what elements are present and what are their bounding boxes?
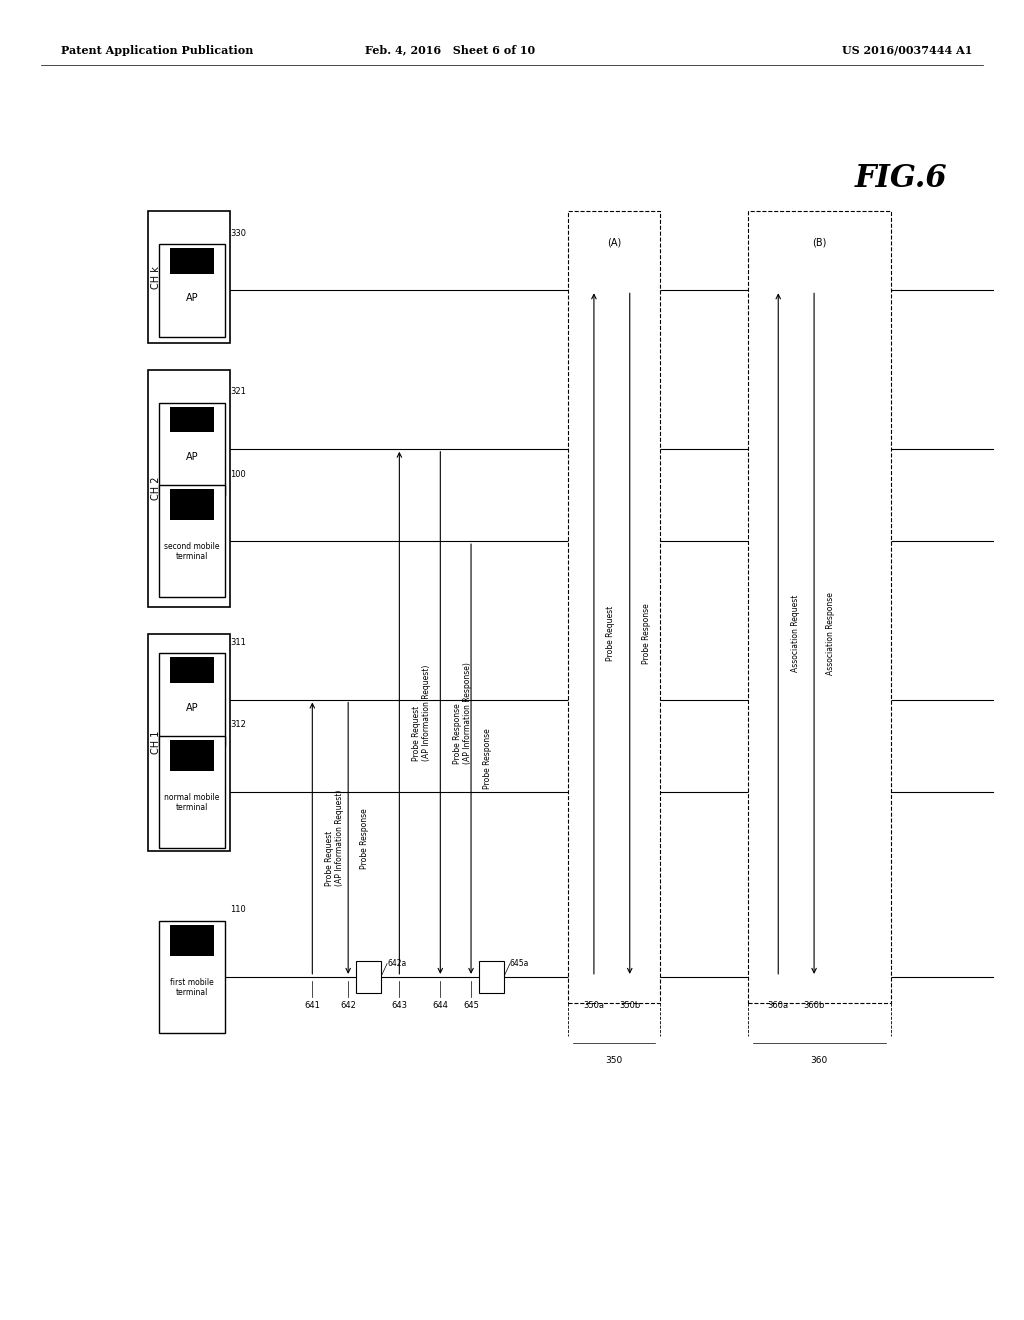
Text: Association Request: Association Request [791, 595, 800, 672]
Text: Probe Request: Probe Request [606, 606, 615, 661]
Text: FIG.6: FIG.6 [855, 162, 947, 194]
Text: 330: 330 [230, 228, 247, 238]
Text: (B): (B) [812, 238, 826, 248]
Bar [159, 403, 225, 495]
Text: 321: 321 [230, 387, 247, 396]
Text: AP: AP [185, 702, 199, 713]
Bar [479, 961, 504, 993]
Text: first mobile
terminal: first mobile terminal [170, 978, 214, 997]
Text: 645a: 645a [510, 960, 529, 968]
Bar [148, 370, 230, 607]
Text: 642: 642 [340, 1001, 356, 1010]
Text: 360: 360 [811, 1056, 827, 1065]
Text: 350b: 350b [620, 1001, 640, 1010]
Bar [170, 657, 214, 684]
Text: 643: 643 [391, 1001, 408, 1010]
Text: 311: 311 [230, 638, 247, 647]
Text: Probe Response: Probe Response [360, 808, 370, 869]
Text: AP: AP [185, 293, 199, 304]
Text: Probe Response
(AP Information Response): Probe Response (AP Information Response) [453, 661, 472, 764]
Text: 360b: 360b [804, 1001, 824, 1010]
Text: CH 1: CH 1 [151, 731, 161, 754]
Text: 644: 644 [432, 1001, 449, 1010]
Bar [159, 737, 225, 847]
Text: Probe Request
(AP Information Request): Probe Request (AP Information Request) [412, 664, 431, 762]
Text: 645: 645 [463, 1001, 479, 1010]
Bar [148, 211, 230, 343]
Text: AP: AP [185, 451, 199, 462]
Text: 360a: 360a [768, 1001, 788, 1010]
Text: second mobile
terminal: second mobile terminal [164, 543, 220, 561]
Bar [148, 634, 230, 851]
Text: US 2016/0037444 A1: US 2016/0037444 A1 [843, 45, 973, 55]
Bar [568, 211, 660, 1003]
Text: 100: 100 [230, 470, 246, 479]
Text: Probe Request
(AP Information Request): Probe Request (AP Information Request) [325, 789, 344, 887]
Bar [170, 924, 214, 956]
Text: normal mobile
terminal: normal mobile terminal [164, 793, 220, 812]
Text: 350: 350 [606, 1056, 623, 1065]
Bar [170, 248, 214, 275]
Text: Patent Application Publication: Patent Application Publication [61, 45, 254, 55]
Text: Probe Response: Probe Response [642, 603, 651, 664]
Bar [159, 921, 225, 1032]
Bar [159, 244, 225, 337]
Text: Probe Response: Probe Response [483, 729, 493, 789]
Text: CH 2: CH 2 [151, 477, 161, 500]
Bar [170, 490, 214, 520]
Bar [170, 407, 214, 433]
Bar [170, 739, 214, 771]
Text: 642a: 642a [387, 960, 407, 968]
Bar [748, 211, 891, 1003]
Bar [356, 961, 381, 993]
Text: 641: 641 [304, 1001, 321, 1010]
Text: 312: 312 [230, 721, 247, 729]
Text: (A): (A) [607, 238, 622, 248]
Bar [159, 486, 225, 597]
Text: Association Response: Association Response [826, 593, 836, 675]
Text: Feb. 4, 2016   Sheet 6 of 10: Feb. 4, 2016 Sheet 6 of 10 [366, 45, 536, 55]
Text: CH k: CH k [151, 265, 161, 289]
Text: 110: 110 [230, 906, 246, 913]
Bar [159, 653, 225, 746]
Text: 350a: 350a [584, 1001, 604, 1010]
